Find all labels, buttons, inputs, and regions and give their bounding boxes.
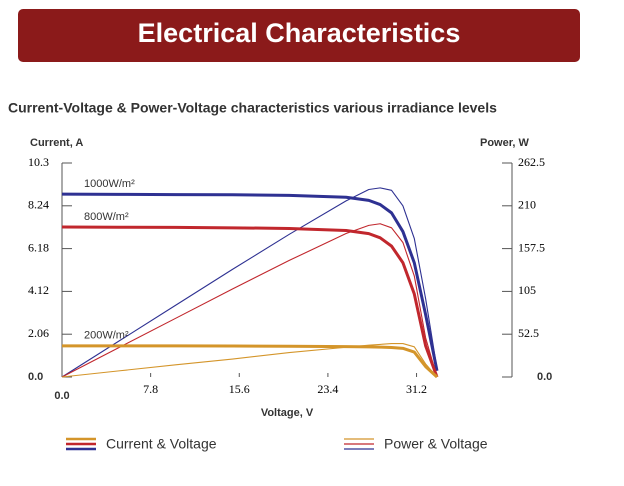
- legend-label: Current & Voltage: [106, 436, 217, 452]
- x-tick-label: 31.2: [406, 382, 427, 396]
- title-banner: [18, 9, 580, 62]
- y-tick-label: 0.0: [28, 371, 43, 383]
- y-tick-label: 6.18: [28, 240, 49, 254]
- current-line: [61, 225, 439, 378]
- x-tick-label: 15.6: [229, 382, 250, 396]
- y2-tick-label: 105: [518, 283, 536, 297]
- power-line: [61, 223, 438, 378]
- series-label: 1000W/m²: [84, 178, 135, 190]
- y2-tick-label: 0.0: [537, 371, 552, 383]
- y-axis-label: Current, A: [30, 137, 83, 149]
- series-label: 800W/m²: [84, 211, 129, 223]
- y-tick-label: 10.3: [28, 155, 49, 169]
- legend-label: Power & Voltage: [384, 436, 488, 452]
- y-tick-label: 2.06: [28, 326, 49, 340]
- power-line: [61, 187, 438, 378]
- x-tick-label: 23.4: [317, 382, 338, 396]
- y-tick-label: 8.24: [28, 198, 49, 212]
- chart-title: Current-Voltage & Power-Voltage characte…: [8, 100, 497, 116]
- y-tick-label: 4.12: [28, 283, 49, 297]
- slide-title: Electrical Characteristics: [138, 18, 461, 48]
- y2-tick-label: 52.5: [518, 326, 539, 340]
- y2-axis-label: Power, W: [480, 137, 530, 149]
- x-axis-label: Voltage, V: [261, 407, 314, 419]
- y2-tick-label: 262.5: [518, 155, 545, 169]
- x-tick-label: 7.8: [143, 382, 158, 396]
- current-line: [61, 192, 439, 372]
- series-label: 200W/m²: [84, 330, 129, 342]
- current-line: [62, 344, 439, 379]
- y2-tick-label: 210: [518, 198, 536, 212]
- x-tick-label: 0.0: [54, 390, 69, 402]
- power-line: [61, 343, 438, 378]
- y2-tick-label: 157.5: [518, 240, 545, 254]
